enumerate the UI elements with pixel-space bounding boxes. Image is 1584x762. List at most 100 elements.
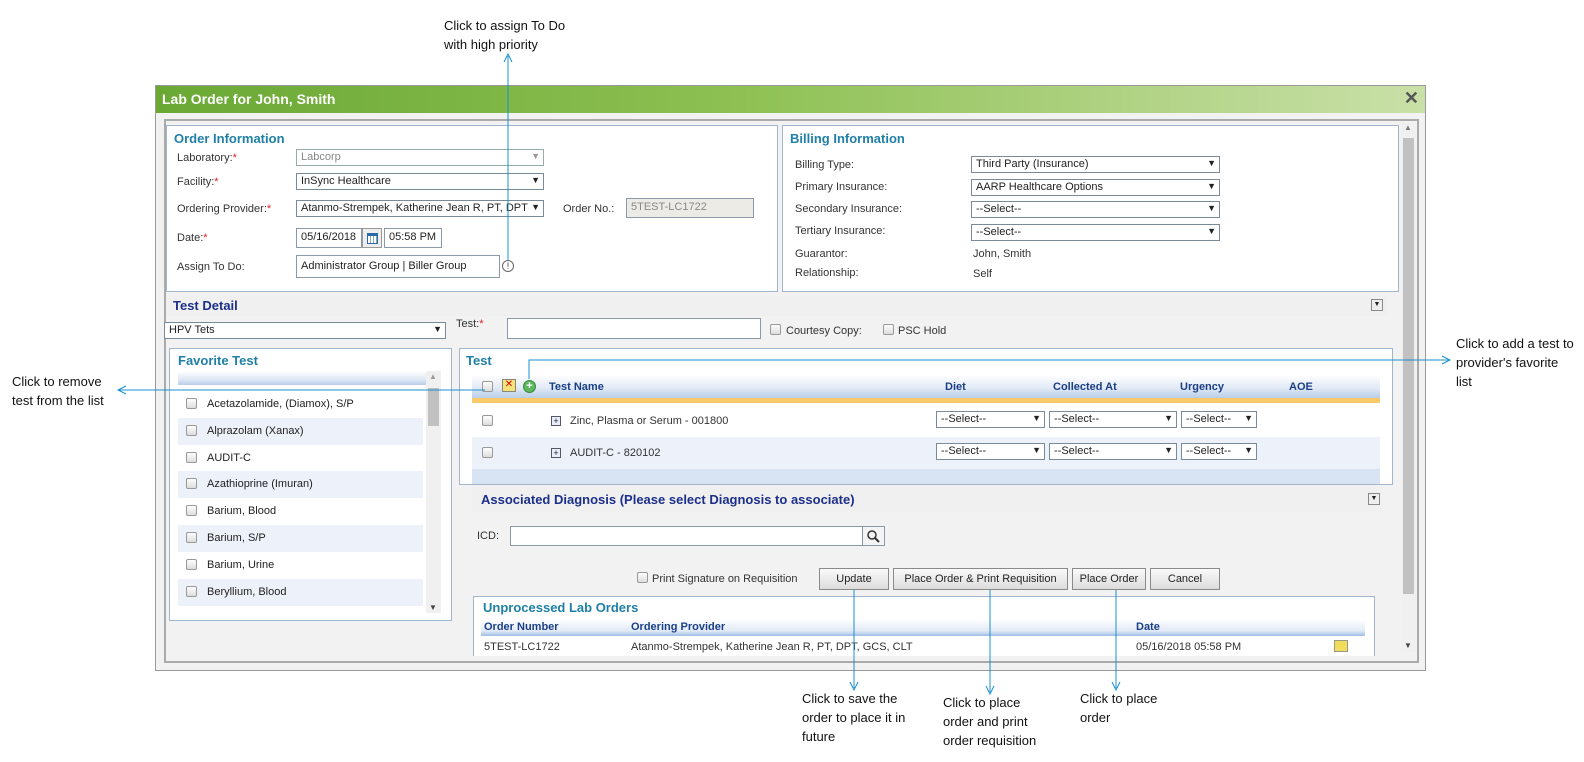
- annotation-place-print: Click to place order and print order req…: [943, 695, 1037, 748]
- favorite-test-item[interactable]: Alprazolam (Xanax): [178, 417, 423, 445]
- diet-select[interactable]: --Select-- ▼: [936, 411, 1045, 428]
- print-signature-label: Print Signature on Requisition: [652, 573, 798, 585]
- laboratory-label: Laboratory:*: [177, 152, 237, 164]
- favorite-test-item[interactable]: Acetazolamide, (Diamox), S/P: [178, 391, 423, 418]
- favorite-test-checkbox[interactable]: [186, 585, 197, 597]
- time-input[interactable]: 05:58 PM: [384, 228, 442, 248]
- place-order-button[interactable]: Place Order: [1072, 568, 1146, 590]
- assign-todo-input[interactable]: Administrator Group | Biller Group: [296, 255, 500, 278]
- favorite-test-item[interactable]: AUDIT-C: [178, 445, 423, 472]
- column-order-number: Order Number: [484, 621, 559, 633]
- favorite-test-label: Barium, Urine: [207, 558, 275, 571]
- order-number-cell[interactable]: 5TEST-LC1722: [484, 641, 560, 653]
- date-input[interactable]: 05/16/2018: [296, 228, 362, 248]
- favorite-test-item[interactable]: Barium, S/P: [178, 525, 423, 552]
- favorite-test-item[interactable]: Azathioprine (Imuran): [178, 471, 423, 499]
- icd-input[interactable]: [510, 526, 863, 546]
- test-detail-bar: [166, 296, 1387, 316]
- annotation-update: Click to save the order to place it in f…: [802, 691, 906, 744]
- remove-test-icon[interactable]: ✕: [502, 379, 516, 392]
- unprocessed-heading: Unprocessed Lab Orders: [483, 600, 639, 615]
- billing-type-select[interactable]: Third Party (Insurance) ▼: [971, 156, 1220, 173]
- collected-at-select[interactable]: --Select-- ▼: [1049, 443, 1177, 460]
- favorite-test-checkbox[interactable]: [186, 424, 197, 436]
- facility-label: Facility:*: [177, 176, 219, 188]
- process-order-icon[interactable]: [1334, 640, 1348, 652]
- annotation-assign-todo: Click to assign To Do with high priority: [444, 18, 566, 52]
- ordering-provider-select[interactable]: Atanmo-Strempek, Katherine Jean R, PT, D…: [296, 200, 544, 217]
- test-search-input[interactable]: [507, 318, 761, 339]
- psc-hold-checkbox[interactable]: [883, 324, 894, 335]
- test-name: Zinc, Plasma or Serum - 001800: [570, 415, 729, 427]
- urgency-select[interactable]: --Select-- ▼: [1181, 443, 1257, 460]
- secondary-insurance-select[interactable]: --Select-- ▼: [971, 201, 1220, 218]
- order-no-label: Order No.:: [563, 203, 615, 215]
- place-order-print-button[interactable]: Place Order & Print Requisition: [893, 568, 1068, 590]
- unprocessed-header: [481, 619, 1365, 636]
- expand-icon[interactable]: +: [551, 416, 561, 426]
- column-aoe: AOE: [1289, 381, 1313, 393]
- favorite-test-label: Acetazolamide, (Diamox), S/P: [207, 398, 354, 410]
- primary-insurance-select[interactable]: AARP Healthcare Options ▼: [971, 179, 1220, 196]
- select-all-checkbox[interactable]: [482, 381, 493, 392]
- cancel-button[interactable]: Cancel: [1150, 568, 1220, 590]
- test-row-checkbox[interactable]: [482, 447, 493, 458]
- collapse-diagnosis-icon[interactable]: ▼: [1368, 493, 1380, 505]
- header-stripe: [472, 398, 1380, 403]
- icd-search-icon[interactable]: [862, 526, 885, 546]
- scroll-up-icon[interactable]: ▲: [429, 372, 437, 381]
- icd-label: ICD:: [477, 530, 499, 542]
- favorite-list-header: [178, 371, 428, 385]
- urgency-select[interactable]: --Select-- ▼: [1181, 411, 1257, 428]
- dialog-title: Lab Order for John, Smith: [162, 91, 336, 107]
- favorite-scroll-thumb[interactable]: [428, 388, 439, 426]
- ordering-provider-label: Ordering Provider:*: [177, 203, 272, 215]
- add-favorite-icon[interactable]: +: [523, 380, 536, 393]
- column-diet: Diet: [945, 381, 966, 393]
- scrollbar-thumb[interactable]: [1403, 138, 1414, 594]
- column-test-name: Test Name: [549, 381, 604, 393]
- favorite-test-item[interactable]: Beryllium, Blood: [178, 578, 423, 606]
- secondary-insurance-label: Secondary Insurance:: [795, 203, 903, 215]
- scroll-down-icon[interactable]: ▼: [1404, 641, 1412, 650]
- favorite-test-item[interactable]: Barium, Urine: [178, 552, 423, 579]
- favorite-test-checkbox[interactable]: [186, 558, 197, 570]
- column-date: Date: [1136, 621, 1160, 633]
- favorite-test-checkbox[interactable]: [186, 398, 197, 409]
- close-icon[interactable]: ✕: [1403, 88, 1419, 108]
- guarantor-value: John, Smith: [973, 248, 1032, 260]
- laboratory-select[interactable]: Labcorp ▼: [296, 149, 544, 166]
- facility-select[interactable]: InSync Healthcare ▼: [296, 173, 544, 190]
- favorite-scrollbar[interactable]: ▲ ▼: [426, 371, 441, 613]
- favorite-test-checkbox[interactable]: [186, 532, 197, 543]
- calendar-icon[interactable]: [362, 228, 382, 248]
- print-signature-checkbox[interactable]: [637, 572, 648, 583]
- favorite-test-checkbox[interactable]: [186, 451, 197, 463]
- favorite-test-checkbox[interactable]: [186, 505, 197, 517]
- expand-icon[interactable]: +: [551, 448, 561, 458]
- main-scrollbar[interactable]: ▲ ▼: [1401, 122, 1416, 652]
- relationship-label: Relationship:: [795, 267, 859, 279]
- guarantor-label: Guarantor:: [795, 248, 848, 260]
- order-information-heading: Order Information: [174, 131, 285, 146]
- courtesy-copy-checkbox[interactable]: [770, 324, 781, 335]
- high-priority-icon[interactable]: !: [502, 260, 514, 272]
- favorite-test-checkbox[interactable]: [186, 478, 197, 490]
- update-button[interactable]: Update: [819, 568, 889, 590]
- favorite-test-label: Beryllium, Blood: [207, 585, 287, 598]
- test-group-select[interactable]: HPV Tets ▼: [164, 322, 446, 339]
- diet-select[interactable]: --Select-- ▼: [936, 443, 1045, 460]
- test-row-checkbox[interactable]: [482, 415, 493, 426]
- billing-type-label: Billing Type:: [795, 159, 855, 171]
- collapse-test-detail-icon[interactable]: ▼: [1371, 299, 1383, 311]
- scroll-up-icon[interactable]: ▲: [1404, 123, 1412, 132]
- provider-cell: Atanmo-Strempek, Katherine Jean R, PT, D…: [631, 641, 913, 653]
- column-urgency: Urgency: [1180, 381, 1225, 393]
- collected-at-select[interactable]: --Select-- ▼: [1049, 411, 1177, 428]
- favorite-test-item[interactable]: Barium, Blood: [178, 498, 423, 525]
- order-no-field: 5TEST-LC1722: [626, 198, 754, 218]
- date-label: Date:*: [177, 232, 208, 244]
- scroll-down-icon[interactable]: ▼: [429, 603, 437, 612]
- test-detail-heading: Test Detail: [173, 298, 238, 313]
- tertiary-insurance-select[interactable]: --Select-- ▼: [971, 224, 1220, 241]
